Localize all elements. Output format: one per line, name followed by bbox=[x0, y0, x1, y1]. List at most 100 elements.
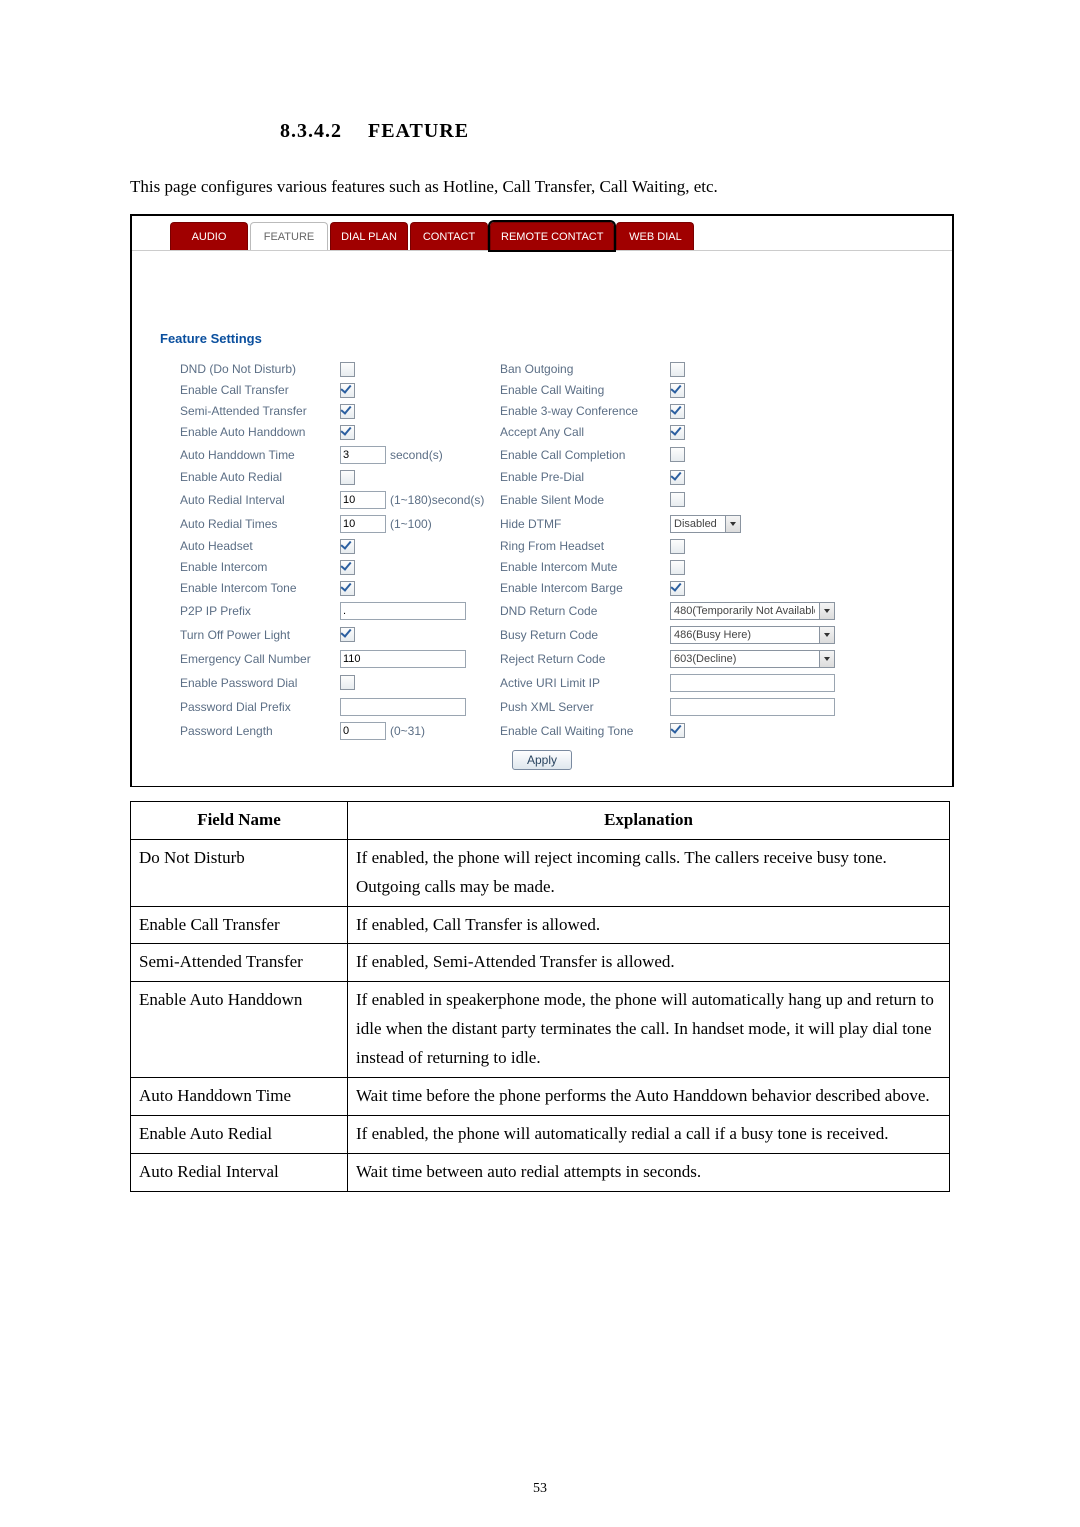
checkbox[interactable] bbox=[670, 362, 685, 377]
checkbox[interactable] bbox=[670, 723, 685, 738]
explanation-table: Field Name Explanation Do Not DisturbIf … bbox=[130, 801, 950, 1192]
explanation-cell: If enabled, the phone will automatically… bbox=[348, 1115, 950, 1153]
checkbox[interactable] bbox=[340, 470, 355, 485]
setting-label: Enable Silent Mode bbox=[500, 493, 670, 507]
section-heading: 8.3.4.2 FEATURE bbox=[280, 120, 950, 143]
apply-button[interactable]: Apply bbox=[512, 750, 572, 770]
text-input[interactable] bbox=[340, 602, 466, 620]
setting-label: Emergency Call Number bbox=[180, 652, 340, 666]
setting-label: Enable Intercom bbox=[180, 560, 340, 574]
setting-label: Ring From Headset bbox=[500, 539, 670, 553]
page-number: 53 bbox=[0, 1481, 1080, 1497]
field-name-cell: Enable Call Transfer bbox=[131, 906, 348, 944]
setting-label: P2P IP Prefix bbox=[180, 604, 340, 618]
checkbox[interactable] bbox=[670, 404, 685, 419]
heading-number: 8.3.4.2 bbox=[280, 120, 342, 142]
input-hint: (0~31) bbox=[390, 724, 425, 738]
table-row: Do Not DisturbIf enabled, the phone will… bbox=[131, 839, 950, 906]
explanation-cell: Wait time between auto redial attempts i… bbox=[348, 1153, 950, 1191]
field-name-cell: Auto Redial Interval bbox=[131, 1153, 348, 1191]
select[interactable]: Disabled bbox=[670, 515, 741, 533]
table-row: Auto Redial IntervalWait time between au… bbox=[131, 1153, 950, 1191]
select[interactable]: 603(Decline) bbox=[670, 650, 835, 668]
text-input[interactable] bbox=[340, 491, 386, 509]
checkbox[interactable] bbox=[340, 362, 355, 377]
checkbox[interactable] bbox=[670, 383, 685, 398]
explanation-cell: If enabled, Call Transfer is allowed. bbox=[348, 906, 950, 944]
setting-label: Auto Redial Interval bbox=[180, 493, 340, 507]
checkbox[interactable] bbox=[340, 404, 355, 419]
setting-label: Busy Return Code bbox=[500, 628, 670, 642]
text-input[interactable] bbox=[670, 674, 835, 692]
setting-label: Enable Pre-Dial bbox=[500, 470, 670, 484]
setting-label: Hide DTMF bbox=[500, 517, 670, 531]
setting-label: Enable Intercom Tone bbox=[180, 581, 340, 595]
setting-label: Enable Intercom Barge bbox=[500, 581, 670, 595]
setting-label: Enable Auto Handdown bbox=[180, 425, 340, 439]
feature-screenshot: AUDIO FEATURE DIAL PLAN CONTACT REMOTE C… bbox=[130, 214, 954, 787]
input-hint: second(s) bbox=[390, 448, 443, 462]
text-input[interactable] bbox=[340, 650, 466, 668]
chevron-down-icon bbox=[819, 603, 834, 619]
tab-contact[interactable]: CONTACT bbox=[410, 222, 488, 250]
table-header-field: Field Name bbox=[131, 801, 348, 839]
checkbox[interactable] bbox=[340, 675, 355, 690]
checkbox[interactable] bbox=[670, 447, 685, 462]
intro-text: This page configures various features su… bbox=[130, 173, 950, 202]
tab-feature[interactable]: FEATURE bbox=[250, 222, 328, 250]
table-row: Auto Handdown TimeWait time before the p… bbox=[131, 1078, 950, 1116]
tab-bar: AUDIO FEATURE DIAL PLAN CONTACT REMOTE C… bbox=[132, 216, 952, 250]
table-row: Enable Auto RedialIf enabled, the phone … bbox=[131, 1115, 950, 1153]
setting-label: Reject Return Code bbox=[500, 652, 670, 666]
field-name-cell: Semi-Attended Transfer bbox=[131, 944, 348, 982]
checkbox[interactable] bbox=[340, 627, 355, 642]
checkbox[interactable] bbox=[340, 425, 355, 440]
checkbox[interactable] bbox=[670, 492, 685, 507]
text-input[interactable] bbox=[340, 446, 386, 464]
checkbox[interactable] bbox=[670, 560, 685, 575]
field-name-cell: Auto Handdown Time bbox=[131, 1078, 348, 1116]
input-hint: (1~100) bbox=[390, 517, 432, 531]
text-input[interactable] bbox=[340, 722, 386, 740]
setting-label: Enable Call Completion bbox=[500, 448, 670, 462]
tab-remote-contact[interactable]: REMOTE CONTACT bbox=[490, 222, 614, 250]
setting-label: Password Length bbox=[180, 724, 340, 738]
checkbox[interactable] bbox=[340, 581, 355, 596]
table-header-explanation: Explanation bbox=[348, 801, 950, 839]
setting-label: Auto Headset bbox=[180, 539, 340, 553]
chevron-down-icon bbox=[819, 627, 834, 643]
setting-label: Enable Call Waiting Tone bbox=[500, 724, 670, 738]
table-row: Semi-Attended TransferIf enabled, Semi-A… bbox=[131, 944, 950, 982]
table-row: Enable Call TransferIf enabled, Call Tra… bbox=[131, 906, 950, 944]
checkbox[interactable] bbox=[340, 560, 355, 575]
feature-settings-title: Feature Settings bbox=[160, 331, 924, 346]
text-input[interactable] bbox=[670, 698, 835, 716]
setting-label: Enable Call Waiting bbox=[500, 383, 670, 397]
setting-label: Enable 3-way Conference bbox=[500, 404, 670, 418]
select[interactable]: 486(Busy Here) bbox=[670, 626, 835, 644]
setting-label: Auto Handdown Time bbox=[180, 448, 340, 462]
tab-dial-plan[interactable]: DIAL PLAN bbox=[330, 222, 408, 250]
heading-title: FEATURE bbox=[368, 120, 469, 142]
checkbox[interactable] bbox=[340, 383, 355, 398]
checkbox[interactable] bbox=[670, 581, 685, 596]
text-input[interactable] bbox=[340, 515, 386, 533]
setting-label: Turn Off Power Light bbox=[180, 628, 340, 642]
explanation-cell: If enabled in speakerphone mode, the pho… bbox=[348, 982, 950, 1078]
setting-label: Ban Outgoing bbox=[500, 362, 670, 376]
checkbox[interactable] bbox=[670, 470, 685, 485]
setting-label: Accept Any Call bbox=[500, 425, 670, 439]
select[interactable]: 480(Temporarily Not Available) bbox=[670, 602, 835, 620]
tab-web-dial[interactable]: WEB DIAL bbox=[616, 222, 694, 250]
text-input[interactable] bbox=[340, 698, 466, 716]
table-row: Enable Auto HanddownIf enabled in speake… bbox=[131, 982, 950, 1078]
setting-label: Enable Intercom Mute bbox=[500, 560, 670, 574]
setting-label: DND (Do Not Disturb) bbox=[180, 362, 340, 376]
tab-audio[interactable]: AUDIO bbox=[170, 222, 248, 250]
setting-label: Semi-Attended Transfer bbox=[180, 404, 340, 418]
setting-label: Active URI Limit IP bbox=[500, 676, 670, 690]
checkbox[interactable] bbox=[670, 539, 685, 554]
checkbox[interactable] bbox=[340, 539, 355, 554]
checkbox[interactable] bbox=[670, 425, 685, 440]
explanation-cell: Wait time before the phone performs the … bbox=[348, 1078, 950, 1116]
